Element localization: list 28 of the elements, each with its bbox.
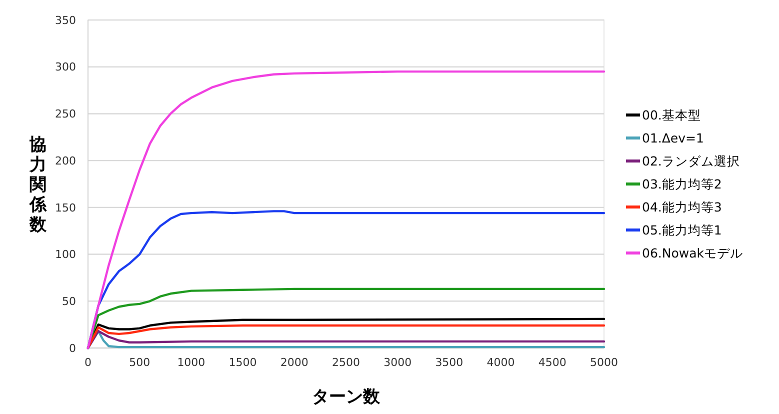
x-tick-label: 500: [129, 356, 150, 369]
x-tick-label: 2500: [332, 356, 360, 369]
x-tick-label: 4500: [538, 356, 566, 369]
y-tick-label: 50: [62, 294, 76, 308]
x-tick-label: 2000: [280, 356, 308, 369]
y-axis-title: 協力関係数: [28, 134, 48, 235]
y-tick-label: 300: [55, 60, 76, 74]
x-tick-label: 3000: [384, 356, 412, 369]
x-axis-title: ターン数: [312, 387, 381, 407]
legend-label: 02.ランダム選択: [642, 153, 740, 168]
x-tick-label: 1000: [177, 356, 206, 369]
legend-label: 06.Nowakモデル: [642, 245, 743, 260]
y-tick-label: 200: [55, 154, 76, 168]
x-tick-label: 3500: [435, 356, 464, 369]
legend-label: 04.能力均等3: [642, 199, 722, 214]
legend-label: 01.Δev=1: [642, 130, 704, 146]
x-tick-label: 5000: [590, 356, 618, 369]
y-tick-label: 250: [55, 108, 76, 121]
y-tick-label: 150: [55, 201, 76, 214]
legend-label: 03.能力均等2: [642, 176, 722, 192]
x-tick-label: 1500: [228, 356, 257, 369]
x-tick-label: 4000: [486, 356, 515, 369]
legend-label: 00.基本型: [642, 107, 701, 122]
x-tick-label: 0: [84, 356, 92, 369]
legend-label: 05.能力均等1: [642, 222, 722, 238]
y-tick-label: 100: [55, 248, 76, 262]
y-tick-label: 350: [55, 14, 76, 27]
y-tick-label: 0: [69, 342, 76, 355]
